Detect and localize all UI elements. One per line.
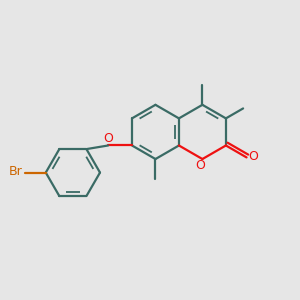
Text: Br: Br (8, 165, 22, 178)
Text: O: O (248, 150, 258, 163)
Text: O: O (196, 159, 206, 172)
Text: O: O (103, 132, 113, 145)
